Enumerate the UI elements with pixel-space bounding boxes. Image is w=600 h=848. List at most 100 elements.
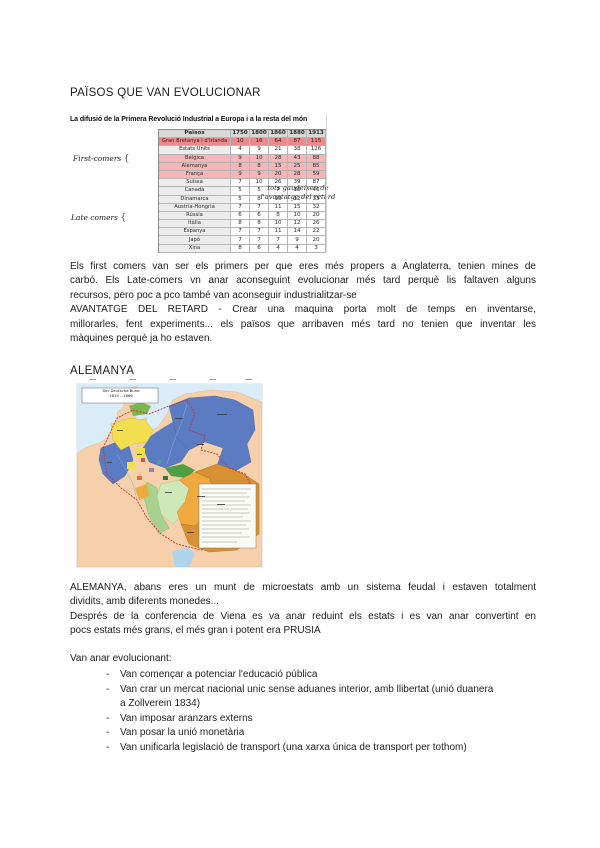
table-cell: 10 <box>288 187 307 196</box>
table-cell: 8 <box>231 220 250 229</box>
list-item: - Van posar la unió monetària <box>70 726 540 741</box>
table-cell: 1800 <box>250 130 269 139</box>
brace-icon: { <box>123 154 130 164</box>
elbe-river <box>166 403 188 465</box>
text-line: millorarles, fent experiments... els paï… <box>70 318 536 330</box>
saxony-region <box>165 464 195 478</box>
table-cell: 8 <box>269 211 288 221</box>
table-cell: 43 <box>288 154 307 163</box>
list-item: - Van imposar aranzars externs <box>70 712 540 727</box>
table-cell: 6 <box>250 244 269 253</box>
table-cell: Gran Bretanya i d'Irlanda <box>159 138 231 147</box>
palatinate-region <box>135 484 149 500</box>
table-cell: 87 <box>307 179 326 188</box>
table-cell: Països <box>159 130 231 139</box>
table-cell: 1880 <box>288 130 307 139</box>
table-cell: 28 <box>288 170 307 180</box>
table-cell: 15 <box>269 162 288 171</box>
table-cell: 20 <box>307 236 326 245</box>
table-cell: 11 <box>269 228 288 237</box>
section-heading-alemanya: ALEMANYA <box>70 365 135 377</box>
table-cell: 21 <box>269 146 288 155</box>
table-cell: 7 <box>250 228 269 237</box>
table-cell: 10 <box>231 138 250 147</box>
bullet-dash: - <box>106 712 110 724</box>
bullet-dash: - <box>106 741 110 753</box>
table-cell: 7 <box>231 228 250 237</box>
table-cell: 7 <box>231 203 250 212</box>
table-cell: 12 <box>288 220 307 229</box>
table-cell: 9 <box>231 154 250 163</box>
microstate <box>149 468 154 472</box>
table-cell: Japó <box>159 236 231 245</box>
table-cell: 20 <box>269 170 288 180</box>
table-cell: 12 <box>288 195 307 204</box>
adriatic-sea-region <box>172 547 195 567</box>
table-cell: 115 <box>307 138 326 147</box>
table-cell: 59 <box>307 170 326 180</box>
table-cell: 6 <box>231 211 250 221</box>
table-cell: Xina <box>159 244 231 253</box>
table-cell: 11 <box>269 203 288 212</box>
germany-map-figure: Der Deutsche Bund 1815 – 1866 <box>76 383 263 568</box>
table-cell: Bèlgica <box>159 154 231 163</box>
table-cell: 25 <box>288 162 307 171</box>
list-item: - Van unificarla legislació de transport … <box>70 741 540 756</box>
industrialisation-table-figure: La difusió de la Primera Revolució Indus… <box>68 114 350 256</box>
table-cell: 26 <box>269 179 288 188</box>
holstein-region <box>129 402 151 416</box>
table-cell: 3 <box>307 244 326 253</box>
hannover-region <box>110 417 154 451</box>
map-title-box <box>81 387 159 404</box>
table-cell: 26 <box>307 220 326 229</box>
text-line: màquines perquè ja ho estaven. <box>70 333 213 345</box>
table-cell: Espanya <box>159 228 231 237</box>
text-line: Després de la conferencia de Viena es va… <box>70 610 536 622</box>
table-cell: Alemanya <box>159 162 231 171</box>
map-label-specks <box>107 414 227 533</box>
table-cell: 126 <box>307 146 326 155</box>
confederation-border-line <box>102 399 254 551</box>
table-cell: 10 <box>288 211 307 221</box>
bullet-dash: - <box>106 727 110 739</box>
group-label-first-comers: First-comers { <box>73 154 130 164</box>
map-frame-ticks <box>77 379 262 381</box>
table-cell: 6 <box>250 211 269 221</box>
table-cell: 14 <box>288 228 307 237</box>
evolution-bullet-list: - Van començar a potenciar l'educació púb… <box>70 668 540 756</box>
list-item: - Van començar a potenciar l'educació púb… <box>70 668 540 683</box>
brace-icon: { <box>120 213 127 223</box>
text-line: ALEMANYA, abans eres un munt de microest… <box>70 582 536 593</box>
hesse-region <box>135 448 145 457</box>
legend-text-lines <box>202 488 251 543</box>
list-intro: Van anar evolucionant: <box>70 653 172 664</box>
table-cell: 8 <box>231 162 250 171</box>
table-cell: Rússia <box>159 211 231 221</box>
table-cell: 10 <box>269 195 288 204</box>
table-cell: 7 <box>269 236 288 245</box>
prussia-central-region <box>142 421 190 469</box>
table-cell: 4 <box>269 244 288 253</box>
table-cell: Canadà <box>159 187 231 196</box>
table-cell: 7 <box>231 179 250 188</box>
table-cell: 33 <box>307 195 326 204</box>
germany-map-svg <box>76 384 263 568</box>
table-cell: Estats Units <box>159 146 231 155</box>
table-cell: 16 <box>250 138 269 147</box>
table-cell: 7 <box>250 236 269 245</box>
table-cell: 8 <box>250 195 269 204</box>
table-cell: 28 <box>269 154 288 163</box>
paragraph-first-comers: Els first comers van ser els primers per… <box>70 260 536 346</box>
table-cell: 87 <box>288 138 307 147</box>
table-cell: 8 <box>250 220 269 229</box>
text-line: carbó. Els Late-comers vn anar aconsegui… <box>70 275 536 287</box>
table-cell: 5 <box>250 187 269 196</box>
paragraph-alemanya: ALEMANYA, abans eres un munt de microest… <box>70 581 536 639</box>
table-cell: Dinamarca <box>159 195 231 204</box>
table-cell: 15 <box>288 203 307 212</box>
table-cell: 7 <box>231 236 250 245</box>
table-cell: 22 <box>307 228 326 237</box>
table-cell: 46 <box>307 187 326 196</box>
map-title-text: Der Deutsche Bund 1815 – 1866 <box>102 389 140 398</box>
